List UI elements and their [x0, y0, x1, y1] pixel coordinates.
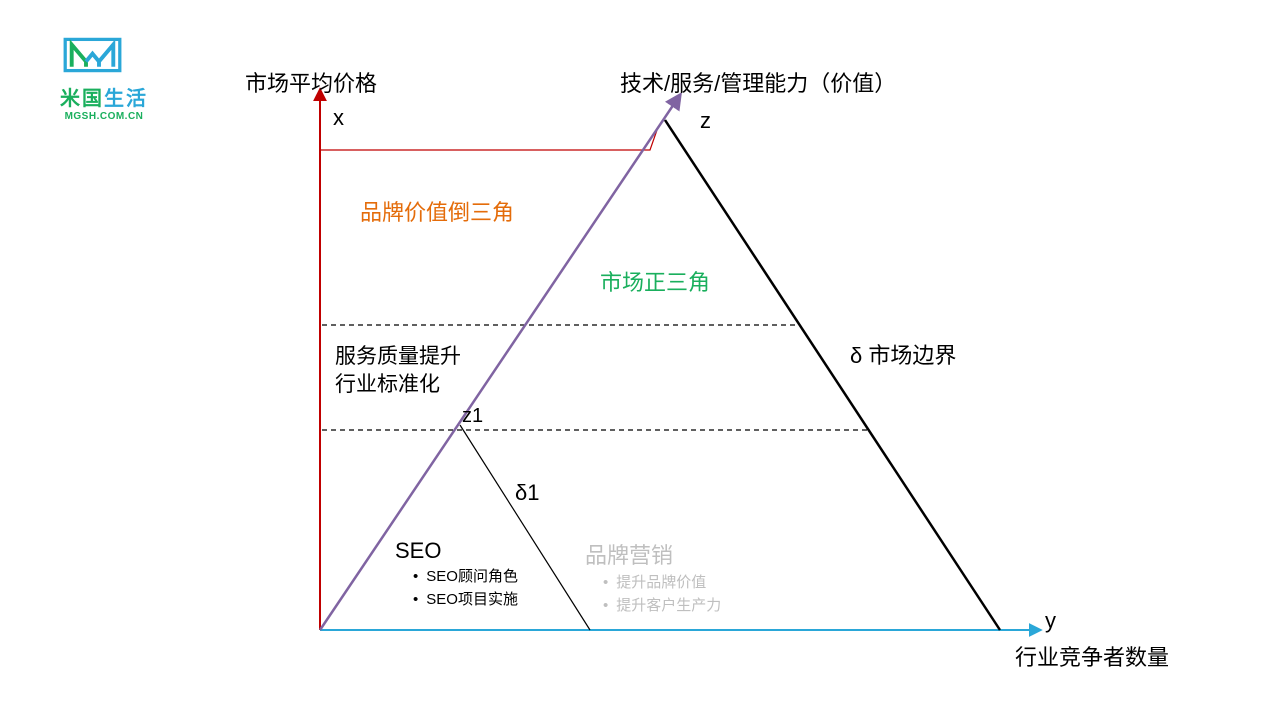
z-axis-letter: z [700, 108, 711, 134]
brand-marketing-item-1: 提升品牌价值 [603, 572, 721, 595]
brand-inverted-triangle-label: 品牌价值倒三角 [360, 195, 514, 227]
brand-marketing-group: 品牌营销 提升品牌价值 提升客户生产力 [585, 538, 721, 617]
y-axis-letter: y [1045, 608, 1056, 634]
y-axis-label: 行业竞争者数量 [1015, 640, 1169, 672]
brand-marketing-title: 品牌营销 [585, 538, 721, 570]
x-axis-letter: x [333, 105, 344, 131]
brand-marketing-items: 提升品牌价值 提升客户生产力 [585, 572, 721, 617]
service-quality-line1: 服务质量提升 [335, 343, 461, 371]
market-boundary-label: δ 市场边界 [850, 338, 956, 370]
market-triangle-label: 市场正三角 [600, 265, 710, 297]
seo-title: SEO [395, 538, 518, 564]
brand-marketing-item-2: 提升客户生产力 [603, 595, 721, 618]
z-axis-label: 技术/服务/管理能力（价值） [620, 66, 896, 98]
z1-label: z1 [462, 405, 483, 428]
seo-items: SEO顾问角色 SEO项目实施 [395, 566, 518, 611]
seo-item-1: SEO顾问角色 [413, 566, 518, 589]
seo-item-2: SEO项目实施 [413, 589, 518, 612]
delta1-label: δ1 [515, 480, 539, 506]
seo-group: SEO SEO顾问角色 SEO项目实施 [395, 538, 518, 611]
x-axis-label: 市场平均价格 [245, 66, 377, 98]
service-quality-line2: 行业标准化 [335, 371, 461, 399]
service-quality-label: 服务质量提升 行业标准化 [335, 343, 461, 400]
top-red-line [321, 130, 657, 150]
